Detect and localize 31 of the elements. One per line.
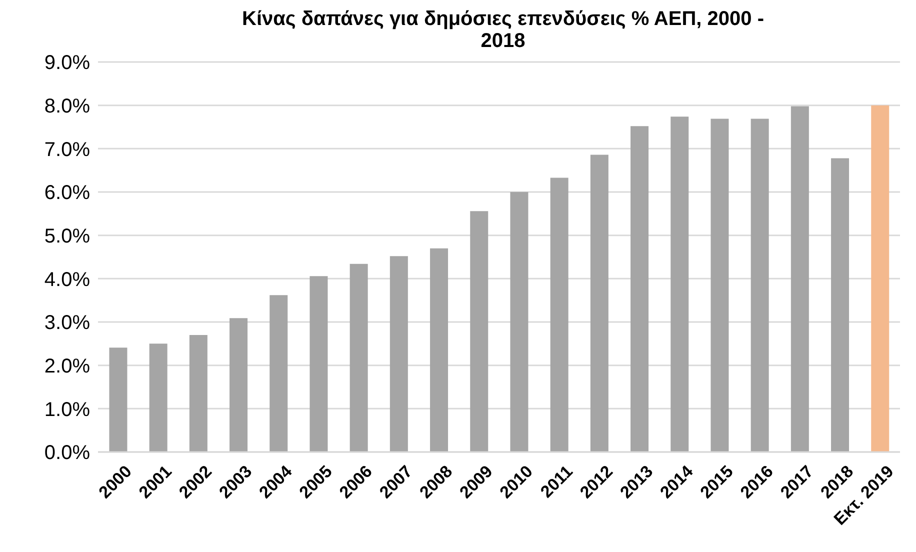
bar bbox=[270, 295, 288, 452]
chart-title: Κίνας δαπάνες για δημόσιες επενδύσεις % ΑΕΠ, 2000 - 2018 bbox=[241, 8, 765, 52]
bar bbox=[550, 178, 568, 452]
bar bbox=[350, 264, 368, 452]
y-tick-label: 6.0% bbox=[44, 182, 90, 204]
y-tick-label: 4.0% bbox=[44, 268, 90, 291]
bar bbox=[790, 106, 809, 452]
bar bbox=[630, 126, 649, 452]
y-tick-label: 1.0% bbox=[44, 398, 90, 421]
bar bbox=[149, 344, 168, 452]
bar bbox=[230, 318, 248, 452]
bar bbox=[390, 256, 408, 452]
bar bbox=[510, 192, 528, 452]
y-tick-label: 0.0% bbox=[44, 442, 90, 464]
y-tick-label: 8.0% bbox=[44, 95, 90, 118]
bar bbox=[871, 105, 890, 452]
y-tick-label: 9.0% bbox=[44, 52, 90, 74]
bar bbox=[670, 116, 689, 452]
bar bbox=[590, 154, 608, 452]
bar bbox=[109, 348, 128, 452]
bar bbox=[310, 276, 328, 452]
bar bbox=[430, 248, 448, 452]
bar bbox=[189, 335, 208, 452]
bar bbox=[750, 118, 769, 452]
y-tick-label: 2.0% bbox=[44, 355, 90, 378]
bar bbox=[831, 158, 850, 452]
bar bbox=[470, 211, 488, 452]
y-tick-label: 7.0% bbox=[44, 138, 90, 161]
y-tick-label: 5.0% bbox=[44, 225, 90, 248]
bar bbox=[710, 118, 729, 452]
y-tick-label: 3.0% bbox=[44, 312, 90, 334]
